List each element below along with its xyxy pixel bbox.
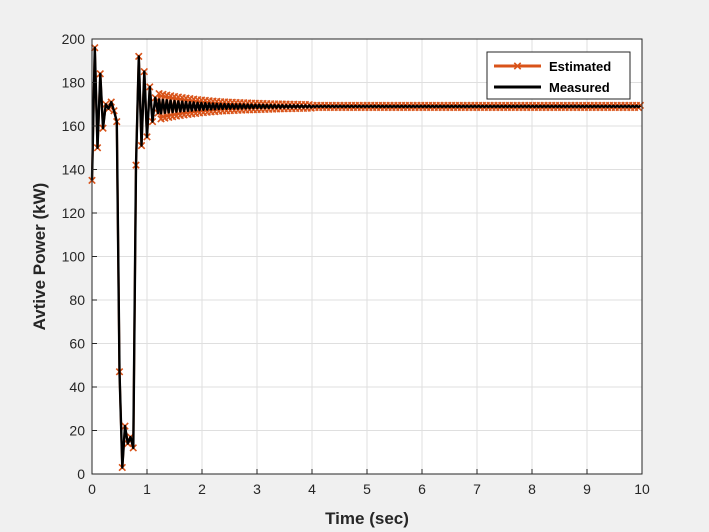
y-tick-label: 20 bbox=[69, 423, 85, 439]
y-tick-label: 0 bbox=[77, 466, 85, 482]
y-tick-label: 40 bbox=[69, 379, 85, 395]
legend: Estimated Measured bbox=[486, 51, 631, 100]
series-measured-line bbox=[90, 46, 642, 469]
x-tick-label: 4 bbox=[308, 481, 316, 497]
x-tick-label: 6 bbox=[418, 481, 426, 497]
x-tick-label: 10 bbox=[634, 481, 650, 497]
legend-measured-label: Measured bbox=[549, 80, 610, 95]
legend-estimated-label: Estimated bbox=[549, 59, 611, 74]
marker-stroke bbox=[159, 90, 167, 99]
series-group bbox=[88, 43, 645, 472]
x-tick-label: 8 bbox=[528, 481, 536, 497]
y-tick-label: 120 bbox=[62, 205, 86, 221]
x-tick-label: 3 bbox=[253, 481, 261, 497]
y-tick-label: 200 bbox=[62, 31, 86, 47]
x-axis-label: Time (sec) bbox=[325, 509, 409, 528]
y-tick-label: 160 bbox=[62, 118, 86, 134]
x-tick-label: 5 bbox=[363, 481, 371, 497]
legend-box bbox=[486, 51, 631, 100]
legend-estimated-marker bbox=[513, 62, 522, 70]
y-tick-label: 180 bbox=[62, 75, 86, 91]
x-tick-label: 0 bbox=[88, 481, 96, 497]
x-tick-label: 9 bbox=[583, 481, 591, 497]
x-tick-label: 1 bbox=[143, 481, 151, 497]
y-tick-label: 60 bbox=[69, 336, 85, 352]
y-tick-label: 140 bbox=[62, 162, 86, 178]
marker-stroke bbox=[155, 89, 163, 98]
legend-x-marker bbox=[513, 62, 522, 70]
y-tick-label: 100 bbox=[62, 249, 86, 265]
x-tick-label: 2 bbox=[198, 481, 206, 497]
y-axis-label: Avtive Power (kW) bbox=[30, 183, 49, 331]
x-tick-label: 7 bbox=[473, 481, 481, 497]
y-tick-label: 80 bbox=[69, 292, 85, 308]
marker-stroke bbox=[513, 62, 522, 70]
